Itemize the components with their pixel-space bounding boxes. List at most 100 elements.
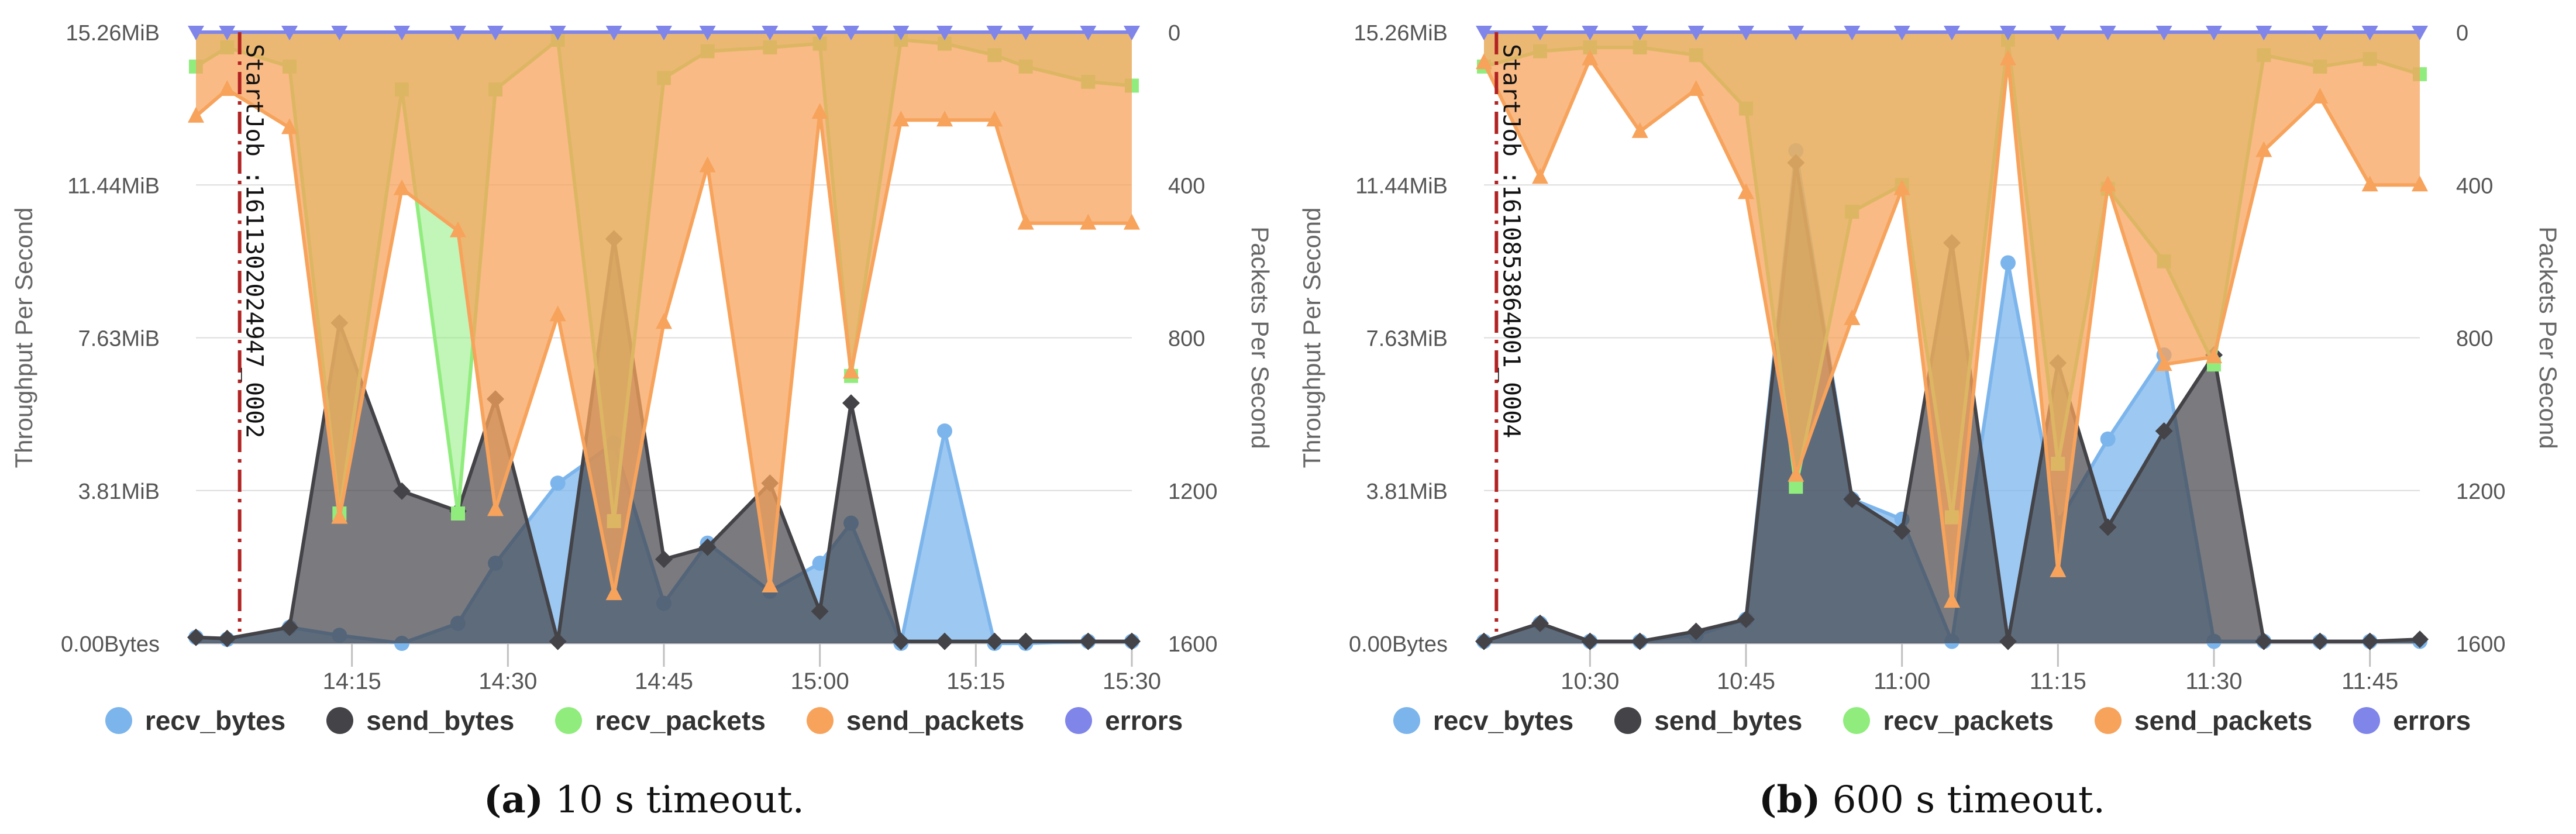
point-send_packets	[2255, 141, 2272, 157]
chart-a-ytick-left: 7.63MiB	[78, 327, 160, 351]
legend-item-errors[interactable]: errors	[1065, 705, 1183, 736]
chart-b-xtick-label: 11:45	[2341, 668, 2398, 694]
point-send_packets	[1124, 213, 1140, 230]
point-send_packets	[450, 221, 466, 237]
series-send_bytes-area	[196, 239, 1132, 643]
point-errors	[1582, 26, 1599, 40]
legend-label: send_bytes	[1654, 705, 1803, 736]
point-send_packets	[2412, 175, 2428, 192]
point-send_packets	[1080, 213, 1097, 230]
chart-a-xtick-label: 14:30	[478, 668, 537, 694]
point-send_bytes	[892, 632, 910, 650]
point-send_bytes	[1017, 632, 1035, 650]
point-errors	[656, 26, 672, 40]
chart-a-ytick-right: 400	[1168, 174, 1205, 198]
legend-dot-icon	[555, 707, 583, 734]
series-send_packets-line	[195, 87, 1132, 596]
series-send_packets-area	[1484, 32, 2420, 602]
point-send_bytes	[842, 394, 860, 412]
point-errors	[811, 26, 828, 40]
point-send_packets	[811, 103, 828, 119]
legend-label: recv_packets	[1883, 705, 2054, 736]
legend-item-errors[interactable]: errors	[2353, 705, 2471, 736]
point-send_packets	[1476, 53, 1492, 70]
chart-b-ytick-left: 0.00Bytes	[1349, 632, 1448, 657]
legend-dot-icon	[1065, 707, 1093, 734]
legend-item-send_bytes[interactable]: send_bytes	[1614, 705, 1802, 736]
point-errors	[394, 26, 410, 40]
chart-a-ytick-right: 800	[1168, 327, 1205, 351]
chart-a-xtick-label: 14:15	[323, 668, 381, 694]
legend-label: send_packets	[2134, 705, 2313, 736]
point-send_bytes	[1581, 632, 1599, 650]
point-send_packets	[1738, 183, 1754, 199]
point-send_bytes	[1687, 622, 1705, 640]
legend-item-send_packets[interactable]: send_packets	[806, 705, 1024, 736]
chart-b-xtick-label: 11:00	[1874, 668, 1930, 694]
point-errors	[2255, 26, 2272, 40]
point-send_packets	[487, 500, 504, 516]
point-errors	[188, 26, 204, 40]
caption-a: (a) 10 s timeout.	[0, 778, 1288, 822]
point-send_packets	[1631, 122, 1648, 138]
point-send_bytes	[2361, 632, 2379, 650]
chart-a-ytick-right: 0	[1168, 21, 1180, 46]
caption-b-label: (b)	[1759, 778, 1821, 822]
point-send_packets	[986, 111, 1003, 127]
point-send_packets	[1893, 179, 1910, 195]
point-send_packets	[331, 508, 348, 524]
point-errors	[986, 26, 1003, 40]
point-send_packets	[549, 305, 566, 322]
legend-item-send_packets[interactable]: send_packets	[2094, 705, 2313, 736]
point-send_packets	[762, 577, 779, 593]
point-errors	[1688, 26, 1704, 40]
point-send_packets	[656, 313, 672, 329]
legend-item-recv_bytes[interactable]: recv_bytes	[1393, 705, 1573, 736]
point-send_packets	[394, 179, 410, 195]
chart-b-xtick-label: 10:45	[1717, 668, 1775, 694]
legend-dot-icon	[2353, 707, 2381, 734]
point-send_bytes	[1843, 490, 1861, 508]
legend-b: recv_bytes send_bytes recv_packets send_pac…	[1288, 705, 2576, 736]
point-errors	[219, 26, 236, 40]
legend-label: recv_bytes	[1432, 705, 1574, 736]
point-errors	[1844, 26, 1861, 40]
point-send_bytes	[1475, 632, 1493, 650]
point-send_bytes	[811, 602, 829, 621]
point-errors	[1631, 26, 1648, 40]
point-send_packets	[2312, 88, 2329, 104]
chart-a-ylabel-left: Throughput Per Second	[10, 208, 37, 468]
point-send_bytes	[655, 550, 673, 568]
chart-a-xtick-label: 15:30	[1103, 668, 1161, 694]
legend-item-recv_bytes[interactable]: recv_bytes	[105, 705, 285, 736]
chart-b-startjob-label: StartJob :1610853864001_0004	[1497, 44, 1524, 438]
caption-b: (b) 600 s timeout.	[1288, 778, 2576, 822]
legend-dot-icon	[326, 707, 354, 734]
point-send_bytes	[698, 538, 717, 556]
chart-b-ylabel-left: Throughput Per Second	[1298, 208, 1325, 468]
legend-item-send_bytes[interactable]: send_bytes	[326, 705, 514, 736]
point-errors	[331, 26, 348, 40]
point-errors	[1532, 26, 1548, 40]
chart-b-ytick-right: 0	[2456, 21, 2468, 46]
legend-item-recv_packets[interactable]: recv_packets	[555, 705, 766, 736]
point-send_bytes	[1531, 614, 1549, 632]
chart-a-ytick-right: 1200	[1168, 480, 1218, 504]
legend-item-recv_packets[interactable]: recv_packets	[1843, 705, 2054, 736]
point-send_bytes	[936, 632, 953, 650]
chart-a-ylabel-right: Packets Per Second	[1246, 226, 1274, 449]
point-send_packets	[281, 118, 298, 135]
point-send_bytes	[1123, 632, 1141, 650]
point-errors	[1080, 26, 1097, 40]
legend-label: errors	[1105, 705, 1183, 736]
point-errors	[487, 26, 504, 40]
chart-a-svg: 15.26MiB 11.44MiB 7.63MiB 3.81MiB 0.00Bytes 0…	[10, 21, 1274, 694]
point-errors	[2361, 26, 2378, 40]
legend-dot-icon	[105, 707, 132, 734]
chart-b-xtick-label: 11:30	[2185, 668, 2242, 694]
chart-b-xtick-label: 11:15	[2030, 668, 2086, 694]
point-send_bytes	[1737, 610, 1755, 628]
point-recv_bytes	[2100, 431, 2116, 447]
point-send_packets	[936, 111, 953, 127]
point-errors	[2050, 26, 2067, 40]
